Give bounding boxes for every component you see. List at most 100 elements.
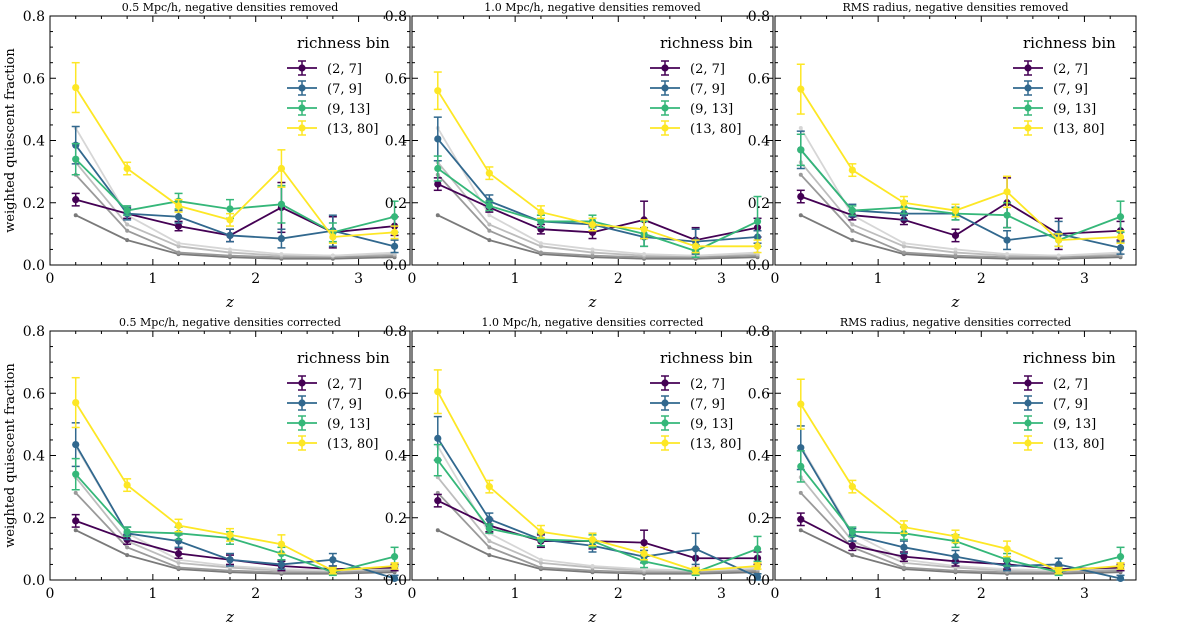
data-point — [640, 539, 648, 547]
reference-point — [850, 553, 855, 558]
series-4 — [71, 61, 399, 244]
legend-label: (13, 80] — [327, 122, 379, 137]
y-tick-label: 0.8 — [748, 9, 770, 25]
x-axis-label: z — [588, 293, 597, 311]
x-tick-label: 2 — [251, 586, 260, 602]
reference-point — [228, 250, 232, 255]
data-point — [1003, 556, 1011, 564]
reference-point — [538, 250, 543, 255]
data-point — [434, 180, 442, 188]
legend-title: richness bin — [660, 349, 753, 367]
data-point — [72, 83, 80, 92]
series-2 — [796, 130, 1125, 255]
x-tick-label: 1 — [874, 586, 883, 602]
reference-point — [487, 539, 492, 544]
reference-point — [953, 250, 958, 255]
reference-line-2 — [800, 492, 1121, 574]
data-point — [174, 222, 183, 230]
data-point — [1003, 236, 1011, 244]
legend-label: (13, 80] — [690, 437, 742, 452]
y-tick-label: 0.2 — [385, 511, 407, 527]
data-point — [390, 213, 399, 221]
data-point — [1055, 560, 1063, 569]
reference-point — [487, 228, 492, 233]
x-tick-label: 3 — [717, 271, 726, 287]
reference-point — [435, 213, 440, 218]
y-tick-label: 0.2 — [23, 511, 45, 527]
data-point — [753, 545, 762, 553]
series-line — [437, 499, 758, 560]
legend-title: richness bin — [297, 34, 390, 52]
series-4 — [796, 63, 1125, 248]
x-axis-label: z — [951, 608, 960, 623]
y-axis-label: weighted quiescent fraction — [3, 363, 18, 548]
data-point — [537, 208, 545, 216]
data-point — [951, 553, 960, 561]
reference-point — [538, 244, 543, 249]
plot-frame — [49, 15, 411, 266]
legend-marker — [661, 104, 669, 112]
legend-label: (9, 13] — [1053, 417, 1096, 432]
data-point — [797, 462, 805, 470]
data-point — [692, 545, 700, 553]
data-point — [72, 196, 80, 204]
legend-label: (7, 9] — [1053, 397, 1088, 412]
data-point — [174, 549, 183, 558]
data-point — [434, 456, 442, 464]
reference-point — [538, 560, 543, 565]
data-point — [390, 242, 399, 250]
legend-title: richness bin — [297, 349, 390, 367]
x-tick-label: 3 — [717, 586, 726, 602]
data-point — [72, 470, 80, 478]
legend-marker — [1024, 64, 1032, 72]
y-tick-label: 0.4 — [23, 449, 45, 465]
data-point — [226, 556, 234, 564]
legend-marker — [1024, 124, 1032, 132]
data-point — [848, 206, 856, 215]
y-tick-label: 0.2 — [385, 196, 407, 212]
x-tick-label: 0 — [46, 271, 55, 287]
data-point — [123, 206, 131, 215]
legend-label: (13, 80] — [1053, 122, 1105, 137]
data-point — [640, 549, 648, 558]
y-tick-label: 0.0 — [23, 573, 45, 589]
legend-label: (7, 9] — [690, 397, 725, 412]
data-point — [951, 532, 960, 541]
legend-label: (13, 80] — [690, 122, 742, 137]
panel-title: RMS radius, negative densities corrected — [840, 316, 1071, 329]
y-tick-label: 0.0 — [748, 573, 770, 589]
x-tick-label: 2 — [977, 586, 986, 602]
legend-label: (9, 13] — [690, 102, 733, 117]
legend-label: (2, 7] — [690, 62, 725, 77]
reference-point — [176, 250, 181, 255]
reference-point — [73, 490, 78, 495]
data-point — [277, 560, 286, 569]
data-point — [900, 199, 908, 207]
reference-point — [228, 253, 232, 258]
panel-4: 0 1 2 3 0.0 0.2 0.4 0.6 0.8 0.5 Mpc/h, negative d… — [3, 316, 411, 623]
legend-label: (9, 13] — [327, 102, 370, 117]
data-point — [123, 164, 131, 173]
data-point — [1055, 567, 1063, 575]
data-point — [390, 553, 399, 561]
x-tick-label: 2 — [614, 271, 623, 287]
data-point — [1116, 574, 1125, 583]
data-point — [692, 567, 700, 575]
reference-point — [590, 247, 595, 252]
reference-point — [125, 553, 130, 558]
reference-point — [590, 253, 595, 258]
data-point — [226, 205, 234, 213]
y-tick-label: 0.0 — [748, 258, 770, 274]
x-axis-label: z — [225, 293, 234, 311]
legend-marker — [661, 84, 669, 92]
legend-label: (7, 9] — [327, 397, 362, 412]
data-point — [277, 234, 286, 243]
x-tick-label: 0 — [771, 271, 780, 287]
series-4 — [433, 369, 762, 575]
reference-point — [176, 565, 181, 570]
reference-point — [125, 228, 130, 233]
data-point — [588, 535, 597, 544]
x-tick-label: 2 — [977, 271, 986, 287]
reference-point — [798, 490, 803, 495]
reference-point — [538, 565, 543, 570]
